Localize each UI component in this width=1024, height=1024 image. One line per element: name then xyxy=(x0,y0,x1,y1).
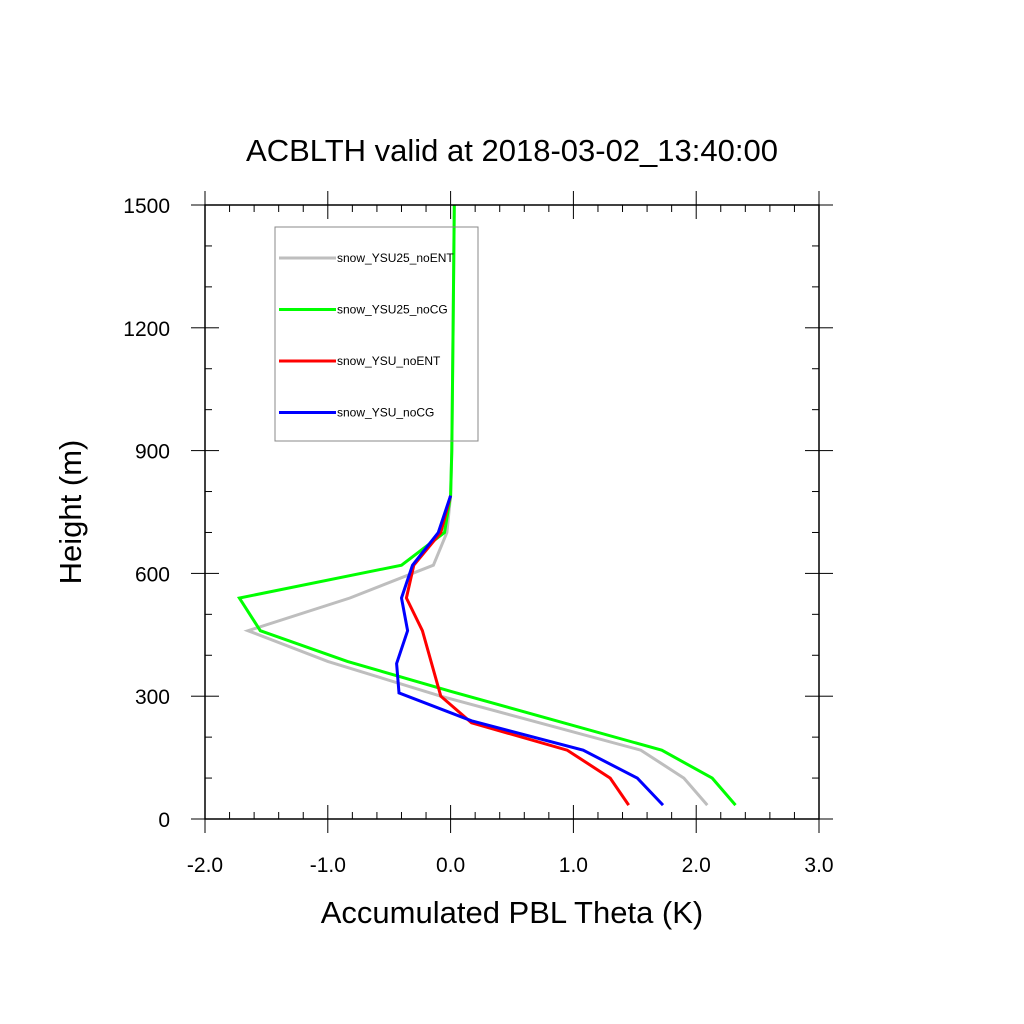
legend-label: snow_YSU_noENT xyxy=(337,354,441,368)
series-line-snow_YSU25_noCG xyxy=(236,204,737,807)
legend-label: snow_YSU25_noENT xyxy=(337,251,454,265)
y-tick-label: 1500 xyxy=(123,195,170,218)
axis-ticks xyxy=(191,191,833,833)
x-tick-label: -2.0 xyxy=(187,854,223,877)
legend-label: snow_YSU25_noCG xyxy=(337,303,448,317)
y-tick-label: 1200 xyxy=(123,318,170,341)
plot-frame xyxy=(204,204,820,820)
x-tick-label: -1.0 xyxy=(310,854,346,877)
x-tick-label: 2.0 xyxy=(682,854,711,877)
axis-tick-labels: -2.0 -1.0 0.0 1.0 2.0 3.0 0 300 600 900 1200 1500 xyxy=(123,195,833,877)
legend: snow_YSU25_noENT snow_YSU25_noCG snow_YSU_… xyxy=(274,226,479,442)
y-tick-label: 300 xyxy=(135,686,170,709)
series-line-snow_YSU_noENT xyxy=(404,495,630,806)
x-tick-label: 3.0 xyxy=(804,854,833,877)
x-axis-label: Accumulated PBL Theta (K) xyxy=(321,895,704,930)
y-tick-label: 0 xyxy=(158,809,170,832)
series-line-snow_YSU_noCG xyxy=(395,495,665,807)
plot-lines xyxy=(236,204,737,807)
legend-box xyxy=(274,226,479,442)
legend-label: snow_YSU_noCG xyxy=(337,406,434,420)
y-tick-label: 900 xyxy=(135,441,170,464)
x-tick-label: 0.0 xyxy=(436,854,465,877)
chart-title: ACBLTH valid at 2018-03-02_13:40:00 xyxy=(246,133,778,168)
y-tick-label: 600 xyxy=(135,563,170,586)
y-axis-label: Height (m) xyxy=(53,440,88,585)
x-tick-label: 1.0 xyxy=(559,854,588,877)
